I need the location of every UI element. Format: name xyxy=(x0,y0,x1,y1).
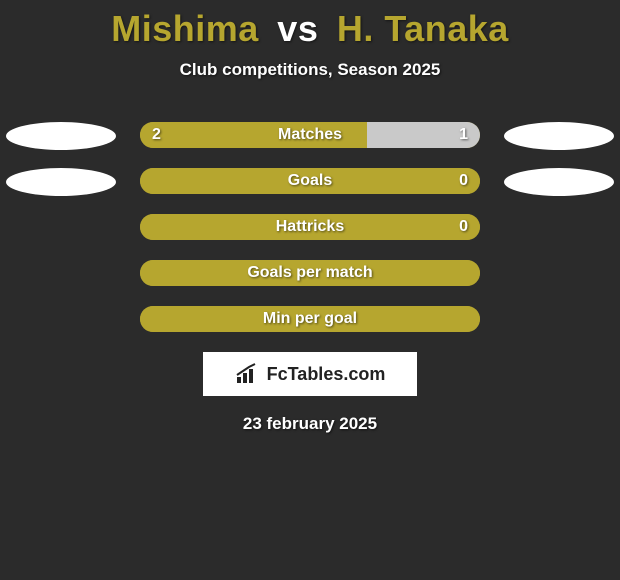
stat-row: Goals0 xyxy=(0,168,620,194)
stat-bar-left xyxy=(140,260,480,286)
player2-oval xyxy=(504,122,614,150)
player1-oval xyxy=(6,168,116,196)
subtitle: Club competitions, Season 2025 xyxy=(0,60,620,80)
vs-label: vs xyxy=(277,8,318,49)
player1-oval xyxy=(6,122,116,150)
stat-bar: Matches xyxy=(140,122,480,148)
stat-bar-left xyxy=(140,306,480,332)
stat-value-right: 1 xyxy=(459,122,468,148)
stat-bar: Min per goal xyxy=(140,306,480,332)
stat-bar: Goals xyxy=(140,168,480,194)
player2-oval xyxy=(504,168,614,196)
logo-chart-icon xyxy=(235,363,261,385)
stat-row: Goals per match xyxy=(0,260,620,286)
stat-row: Matches2 1 xyxy=(0,122,620,148)
player1-name: Mishima xyxy=(111,8,259,49)
stat-bar: Goals per match xyxy=(140,260,480,286)
logo-box: FcTables.com xyxy=(203,352,417,396)
stats-rows: Matches21Goals0Hattricks0Goals per match… xyxy=(0,122,620,332)
logo-text: FcTables.com xyxy=(267,364,386,385)
stat-value-left: 2 xyxy=(152,122,161,148)
stat-bar-left xyxy=(140,122,367,148)
date-label: 23 february 2025 xyxy=(0,414,620,434)
stat-row: Min per goal xyxy=(0,306,620,332)
stat-bar-left xyxy=(140,214,480,240)
stat-bar-left xyxy=(140,168,480,194)
player2-name: H. Tanaka xyxy=(337,8,509,49)
stat-value-right: 0 xyxy=(459,214,468,240)
stat-bar: Hattricks xyxy=(140,214,480,240)
stat-value-right: 0 xyxy=(459,168,468,194)
stat-row: Hattricks0 xyxy=(0,214,620,240)
page-title: Mishima vs H. Tanaka xyxy=(0,0,620,50)
